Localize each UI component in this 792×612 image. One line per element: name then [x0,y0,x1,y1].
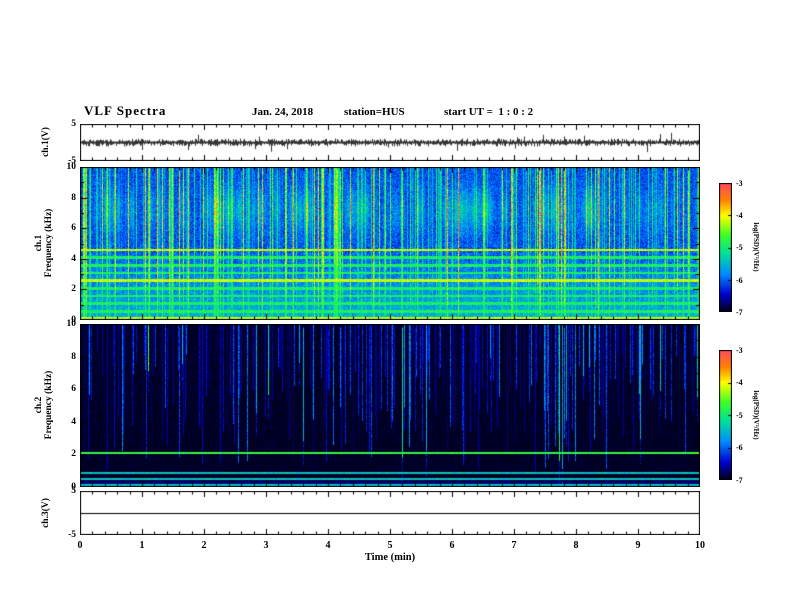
ch2-spectrogram-canvas [80,324,700,487]
cb1-tick: -3 [736,179,743,188]
spec1-ytick: 8 [71,193,76,203]
ch1-waveform-canvas [80,124,700,161]
figure-title: VLF Spectra [84,103,167,118]
x-tick-label: 5 [387,540,393,551]
spec2-ytick: 10 [66,319,77,329]
cb1-tick: -4 [736,211,743,220]
ch1-colorbar [719,183,732,312]
ch1-waveform-label: ch.1(V) [41,127,51,157]
x-tick-label: 7 [511,540,517,551]
ch1-frequency-axis-label: Frequency (kHz) [44,208,54,278]
ch2-spectrogram-label: ch.2 Frequency (kHz) [34,371,54,440]
cb2-tick: -7 [736,476,743,485]
cb2-tick: -4 [736,378,743,387]
spec2-ytick: 2 [71,449,76,459]
ch3-waveform-label: ch.3(V) [41,498,51,528]
ch2-frequency-axis-label: Frequency (kHz) [44,370,54,440]
ch2-channel-label: ch.2 [34,396,44,414]
x-axis-title: Time (min) [364,552,416,563]
cb1-tick: -5 [736,243,743,252]
spec2-ytick: 4 [71,417,76,427]
figure-start-ut: start UT = 1 : 0 : 2 [444,106,534,118]
x-tick-label: 2 [201,540,207,551]
spec1-ytick: 6 [71,223,76,233]
cb2-tick: -5 [736,411,743,420]
cb1-tick: -6 [736,276,743,285]
ch1-channel-label: ch.1 [34,234,44,252]
cb2-axis-label: log(PSD)(V²/Hz) [752,390,760,440]
spec1-ytick: 4 [71,254,76,264]
spec2-ytick: 6 [71,384,76,394]
x-tick-label: 8 [573,540,579,551]
ch1-ymax-label: 5 [71,119,76,129]
x-tick-label: 6 [449,540,455,551]
cb2-tick: -3 [736,346,743,355]
figure-station: station=HUS [344,106,405,118]
spec2-ytick: 8 [71,352,76,362]
x-tick-label: 9 [635,540,641,551]
spec1-ytick: 0 [71,315,76,325]
ch1-spectrogram-canvas [80,167,700,320]
cb2-tick: -6 [736,443,743,452]
x-tick-label: 10 [695,540,705,551]
x-tick-label: 0 [77,540,83,551]
cb1-axis-label: log(PSD)(V²/Hz) [752,222,760,272]
ch3-ymin-label: -5 [68,530,76,540]
spec1-ytick: 2 [71,284,76,294]
ch2-colorbar [719,350,732,480]
cb1-tick: -7 [736,308,743,317]
x-tick-label: 1 [139,540,145,551]
x-tick-label: 3 [263,540,269,551]
x-tick-label: 4 [325,540,331,551]
ch1-ymin-label: -5 [68,156,76,166]
spec2-ytick: 0 [71,482,76,492]
spec1-ytick: 10 [66,162,77,172]
ch3-ymax-label: 5 [71,486,76,496]
figure-date: Jan. 24, 2018 [252,106,314,118]
ch1-spectrogram-label: ch.1 Frequency (kHz) [34,209,54,278]
ch3-waveform-canvas [80,491,700,535]
